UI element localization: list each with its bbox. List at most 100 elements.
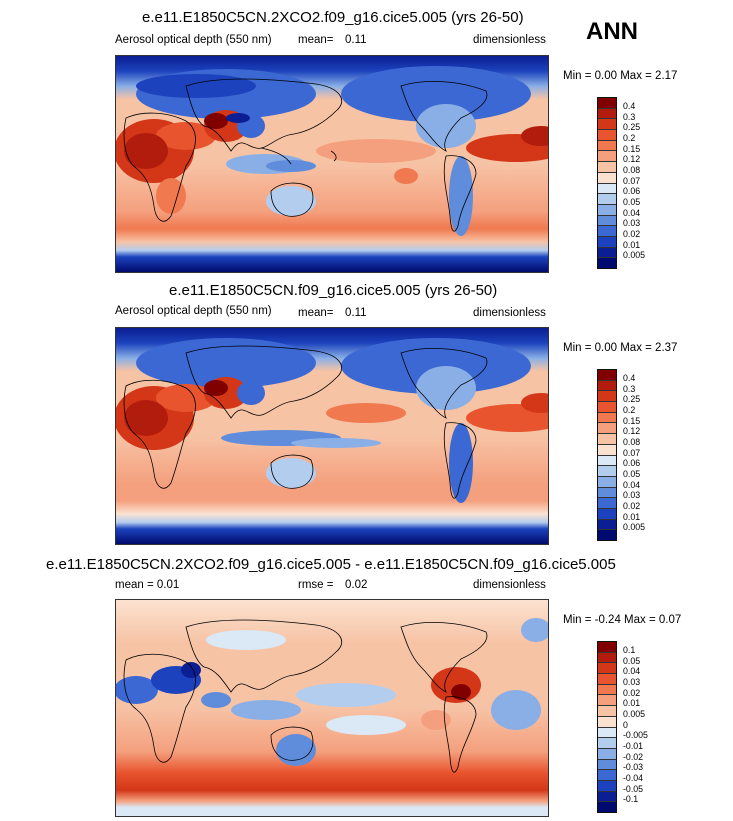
panel1-colorbar-label: 0.005 bbox=[623, 250, 646, 260]
panel1-colorbar-swatch bbox=[598, 172, 616, 184]
panel3-units: dimensionless bbox=[473, 579, 546, 591]
panel1-colorbar-label: 0.15 bbox=[623, 144, 641, 154]
panel2-map bbox=[115, 327, 549, 545]
panel2-colorbar-label: 0.07 bbox=[623, 448, 641, 458]
panel3-colorbar-label: 0.04 bbox=[623, 666, 641, 676]
panel2-colorbar-label: 0.005 bbox=[623, 522, 646, 532]
panel3-colorbar-swatch bbox=[598, 684, 616, 696]
panel3-colorbar-label: 0.03 bbox=[623, 677, 641, 687]
panel2-colorbar-swatch bbox=[598, 391, 616, 403]
panel2-colorbar-swatch bbox=[598, 508, 616, 520]
panel2-colorbar-swatch bbox=[598, 434, 616, 445]
panel1-colorbar-label: 0.03 bbox=[623, 218, 641, 228]
panel3-colorbar-label: 0.05 bbox=[623, 656, 641, 666]
panel1-colorbar-swatch bbox=[598, 226, 616, 237]
panel2-colorbar-swatch bbox=[598, 498, 616, 509]
panel1-colorbar-label: 0.02 bbox=[623, 229, 641, 239]
panel2-colorbar-label: 0.03 bbox=[623, 490, 641, 500]
panel2-colorbar-label: 0.4 bbox=[623, 373, 636, 383]
panel3-rmse-label: rmse = bbox=[298, 579, 334, 591]
panel2-colorbar-swatch bbox=[598, 370, 616, 381]
panel1-mean-label: mean= bbox=[298, 34, 334, 46]
panel1-title: e.e11.E1850C5CN.2XCO2.f09_g16.cice5.005 … bbox=[142, 9, 524, 26]
panel1-colorbar-swatch bbox=[598, 236, 616, 248]
panel2-colorbar-swatch bbox=[598, 530, 616, 540]
panel1-colorbar-label: 0.12 bbox=[623, 154, 641, 164]
panel3-rmse-value: 0.02 bbox=[345, 579, 368, 591]
panel1-colorbar-swatch bbox=[598, 258, 616, 268]
panel3-colorbar-swatch bbox=[598, 663, 616, 675]
panel1-colorbar-label: 0.25 bbox=[623, 122, 641, 132]
panel2-colorbar-swatch bbox=[598, 476, 616, 488]
panel1-colorbar-swatch bbox=[598, 183, 616, 195]
panel2-mean-label: mean= bbox=[298, 307, 334, 319]
panel3-map bbox=[115, 599, 549, 817]
panel1-colorbar-label: 0.08 bbox=[623, 165, 641, 175]
panel3-colorbar-label: -0.02 bbox=[623, 752, 644, 762]
panel1-minmax: Min = 0.00 Max = 2.17 bbox=[563, 70, 678, 82]
panel1-colorbar-swatch bbox=[598, 215, 616, 227]
panel2-colorbar-label: 0.2 bbox=[623, 405, 636, 415]
panel1-colorbar-label: 0.4 bbox=[623, 101, 636, 111]
panel1-colorbar-label: 0.01 bbox=[623, 240, 641, 250]
panel2-minmax: Min = 0.00 Max = 2.37 bbox=[563, 342, 678, 354]
panel2-colorbar-label: 0.3 bbox=[623, 384, 636, 394]
panel3-colorbar-label: -0.03 bbox=[623, 762, 644, 772]
panel1-colorbar-label: 0.05 bbox=[623, 197, 641, 207]
panel3-colorbar-swatch bbox=[598, 759, 616, 771]
panel3-colorbar-swatch bbox=[598, 695, 616, 707]
panel2-colorbar-label: 0.02 bbox=[623, 501, 641, 511]
panel1-colorbar-swatch bbox=[598, 162, 616, 173]
panel1-colorbar-swatch bbox=[598, 130, 616, 141]
panel2-colorbar-swatch bbox=[598, 455, 616, 467]
panel3-colorbar-label: -0.01 bbox=[623, 741, 644, 751]
panel1-colorbar bbox=[597, 97, 617, 269]
panel2-colorbar-swatch bbox=[598, 444, 616, 456]
panel3-colorbar-swatch bbox=[598, 738, 616, 749]
panel2-colorbar-swatch bbox=[598, 380, 616, 392]
panel2-title: e.e11.E1850C5CN.f09_g16.cice5.005 (yrs 2… bbox=[169, 282, 498, 299]
panel1-colorbar-swatch bbox=[598, 151, 616, 163]
panel2-colorbar bbox=[597, 369, 617, 541]
panel1-units: dimensionless bbox=[473, 34, 546, 46]
panel1-colorbar-swatch bbox=[598, 194, 616, 205]
panel2-mean-value: 0.11 bbox=[345, 307, 367, 319]
panel2-colorbar-label: 0.08 bbox=[623, 437, 641, 447]
panel2-variable-label: Aerosol optical depth (550 nm) bbox=[115, 305, 272, 317]
panel3-colorbar-swatch bbox=[598, 652, 616, 664]
season-label: ANN bbox=[586, 18, 638, 45]
panel1-colorbar-label: 0.3 bbox=[623, 112, 636, 122]
panel2-colorbar-swatch bbox=[598, 519, 616, 531]
panel2-colorbar-swatch bbox=[598, 466, 616, 477]
panel3-colorbar-swatch bbox=[598, 706, 616, 717]
panel2-colorbar-swatch bbox=[598, 487, 616, 499]
panel2-colorbar-label: 0.25 bbox=[623, 394, 641, 404]
panel2-units: dimensionless bbox=[473, 307, 546, 319]
panel3-colorbar-swatch bbox=[598, 674, 616, 685]
panel1-colorbar-label: 0.07 bbox=[623, 176, 641, 186]
panel1-colorbar-swatch bbox=[598, 108, 616, 120]
panel3-colorbar-swatch bbox=[598, 716, 616, 728]
panel3-mean-label: mean = 0.01 bbox=[115, 579, 180, 591]
panel2-colorbar-label: 0.05 bbox=[623, 469, 641, 479]
panel3-colorbar-label: 0.02 bbox=[623, 688, 641, 698]
panel3-colorbar-swatch bbox=[598, 770, 616, 781]
panel3-minmax: Min = -0.24 Max = 0.07 bbox=[563, 614, 682, 626]
panel3-colorbar-swatch bbox=[598, 780, 616, 792]
panel1-mean-value: 0.11 bbox=[345, 34, 367, 46]
panel2-colorbar-swatch bbox=[598, 412, 616, 424]
panel2-colorbar-label: 0.15 bbox=[623, 416, 641, 426]
panel3-colorbar-label: 0.1 bbox=[623, 645, 636, 655]
panel1-colorbar-swatch bbox=[598, 247, 616, 259]
panel1-colorbar-label: 0.2 bbox=[623, 133, 636, 143]
panel3-colorbar-swatch bbox=[598, 802, 616, 812]
panel1-map-field bbox=[116, 56, 548, 272]
panel3-colorbar-swatch bbox=[598, 642, 616, 653]
panel2-colorbar-swatch bbox=[598, 402, 616, 413]
panel3-colorbar-label: -0.1 bbox=[623, 794, 639, 804]
panel1-colorbar-swatch bbox=[598, 140, 616, 152]
panel2-map-field bbox=[116, 328, 548, 544]
panel3-colorbar-label: 0.005 bbox=[623, 709, 646, 719]
panel1-colorbar-swatch bbox=[598, 204, 616, 216]
panel3-title: e.e11.E1850C5CN.2XCO2.f09_g16.cice5.005 … bbox=[46, 556, 616, 573]
